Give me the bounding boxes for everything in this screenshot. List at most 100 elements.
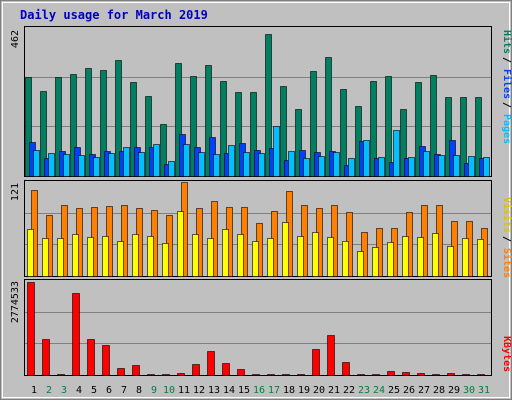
outer-frame-inner bbox=[2, 2, 510, 398]
hits-bar-hits-day-27 bbox=[415, 82, 422, 177]
kbytes-bar-kbytes-day-30 bbox=[462, 374, 470, 376]
x-label-day-7: 7 bbox=[121, 385, 127, 396]
x-axis-labels: 1 2 3 4 5 6 7 8 9 10 11 12 13 14 15 16 17 18 19 20 21 22 23 24 2… bbox=[31, 385, 490, 396]
kbytes-bar-kbytes-day-29 bbox=[447, 373, 455, 376]
sites-bar-visits-day-11 bbox=[177, 211, 184, 277]
kbytes-bar-kbytes-day-31 bbox=[477, 374, 485, 376]
x-label-day-31: 31 bbox=[478, 385, 490, 396]
kbytes-bar-kbytes-day-18 bbox=[282, 374, 290, 376]
hits-bar-pages-day-9 bbox=[153, 144, 160, 177]
hits-bar-pages-day-14 bbox=[228, 145, 235, 177]
hits-bar-hits-day-6 bbox=[100, 70, 107, 177]
hits-bar-hits-day-7 bbox=[115, 60, 122, 177]
sites-bar-visits-day-23 bbox=[357, 251, 364, 277]
legend-visits: Visits bbox=[501, 197, 512, 233]
sites-bar-visits-day-2 bbox=[42, 238, 49, 277]
kbytes-bar-kbytes-day-7 bbox=[117, 368, 125, 376]
x-label-day-27: 27 bbox=[418, 385, 430, 396]
kbytes-ymax-label: 2774533 bbox=[10, 281, 21, 323]
x-label-day-2: 2 bbox=[46, 385, 52, 396]
x-label-day-20: 20 bbox=[313, 385, 325, 396]
sites-bar-visits-day-29 bbox=[447, 246, 454, 277]
sites-bar-visits-day-30 bbox=[462, 238, 469, 277]
kbytes-bar-kbytes-day-15 bbox=[237, 369, 245, 376]
hits-bar-pages-day-20 bbox=[318, 156, 325, 177]
hits-bar-hits-day-2 bbox=[40, 91, 47, 177]
hits-bar-pages-day-24 bbox=[378, 157, 385, 177]
sites-bar-visits-day-8 bbox=[132, 234, 139, 277]
x-label-day-5: 5 bbox=[91, 385, 97, 396]
sites-bar-visits-day-13 bbox=[207, 238, 214, 277]
hits-bar-pages-day-31 bbox=[483, 157, 490, 177]
sites-bar-visits-day-19 bbox=[297, 236, 304, 277]
x-label-day-26: 26 bbox=[403, 385, 415, 396]
hits-bar-pages-day-27 bbox=[423, 151, 430, 177]
x-label-day-1: 1 bbox=[31, 385, 37, 396]
hits-bar-hits-day-8 bbox=[130, 82, 137, 177]
kbytes-bar-kbytes-day-13 bbox=[207, 351, 215, 376]
hits-bar-pages-day-4 bbox=[78, 155, 85, 177]
sites-bar-visits-day-14 bbox=[222, 229, 229, 277]
x-label-day-6: 6 bbox=[106, 385, 112, 396]
kbytes-bar-kbytes-day-8 bbox=[132, 365, 140, 376]
legend-sep-3: / bbox=[501, 236, 512, 242]
chart-title: Daily usage for March 2019 bbox=[20, 8, 208, 22]
hits-bar-pages-day-29 bbox=[453, 155, 460, 177]
x-label-day-28: 28 bbox=[433, 385, 445, 396]
hits-bar-pages-day-22 bbox=[348, 158, 355, 177]
sites-bar-visits-day-15 bbox=[237, 234, 244, 277]
kbytes-bar-kbytes-day-26 bbox=[402, 372, 410, 376]
kbytes-bar-kbytes-day-9 bbox=[147, 374, 155, 376]
kbytes-bar-kbytes-day-17 bbox=[267, 374, 275, 376]
sites-bar-visits-day-16 bbox=[252, 241, 259, 277]
legend-hits-files-pages: Hits / Files / Pages bbox=[501, 30, 512, 144]
kbytes-bar-kbytes-day-5 bbox=[87, 339, 95, 376]
sites-bar-visits-day-5 bbox=[87, 237, 94, 277]
x-label-day-4: 4 bbox=[76, 385, 82, 396]
sites-bar-visits-day-26 bbox=[402, 236, 409, 277]
kbytes-bar-kbytes-day-19 bbox=[297, 374, 305, 376]
hits-bar-pages-day-18 bbox=[288, 151, 295, 177]
legend-sites: Sites bbox=[501, 248, 512, 278]
kbytes-bar-kbytes-day-10 bbox=[162, 374, 170, 376]
x-label-day-23: 23 bbox=[358, 385, 370, 396]
hits-bar-hits-day-28 bbox=[430, 75, 437, 177]
hits-bar-hits-day-20 bbox=[310, 71, 317, 177]
x-label-day-13: 13 bbox=[208, 385, 220, 396]
hits-bar-pages-day-13 bbox=[213, 154, 220, 177]
sites-bar-sites-day-7 bbox=[121, 205, 128, 277]
kbytes-bar-kbytes-day-6 bbox=[102, 345, 110, 376]
hits-bar-pages-day-17 bbox=[273, 126, 280, 177]
sites-bar-visits-day-7 bbox=[117, 241, 124, 277]
hits-bar-pages-day-1 bbox=[33, 150, 40, 177]
hits-bar-pages-day-26 bbox=[408, 157, 415, 177]
hits-bar-hits-day-4 bbox=[70, 74, 77, 177]
x-label-day-30: 30 bbox=[463, 385, 475, 396]
hits-bar-hits-day-26 bbox=[400, 109, 407, 177]
hits-bar-pages-day-7 bbox=[123, 147, 130, 177]
hits-bar-pages-day-19 bbox=[303, 158, 310, 177]
x-label-day-22: 22 bbox=[343, 385, 355, 396]
x-label-day-8: 8 bbox=[136, 385, 142, 396]
kbytes-bar-kbytes-day-23 bbox=[357, 374, 365, 376]
sites-bar-visits-day-12 bbox=[192, 234, 199, 277]
hits-bar-pages-day-30 bbox=[468, 156, 475, 177]
x-label-day-19: 19 bbox=[298, 385, 310, 396]
hits-bar-hits-day-22 bbox=[340, 89, 347, 177]
kbytes-bar-kbytes-day-12 bbox=[192, 364, 200, 376]
sites-bar-visits-day-3 bbox=[57, 238, 64, 277]
legend-sites-visits: Visits / Sites bbox=[501, 197, 512, 278]
hits-bar-hits-day-12 bbox=[190, 76, 197, 177]
legend-sep-1: / bbox=[501, 57, 512, 63]
x-label-day-24: 24 bbox=[373, 385, 385, 396]
hits-bar-pages-day-21 bbox=[333, 152, 340, 177]
hits-bar-hits-day-18 bbox=[280, 86, 287, 177]
hits-bar-hits-day-17 bbox=[265, 34, 272, 177]
hits-bar-pages-day-23 bbox=[363, 140, 370, 177]
hits-bar-hits-day-3 bbox=[55, 77, 62, 177]
x-label-day-14: 14 bbox=[223, 385, 235, 396]
x-label-day-25: 25 bbox=[388, 385, 400, 396]
kbytes-bar-kbytes-day-28 bbox=[432, 374, 440, 376]
kbytes-bar-kbytes-day-22 bbox=[342, 362, 350, 376]
